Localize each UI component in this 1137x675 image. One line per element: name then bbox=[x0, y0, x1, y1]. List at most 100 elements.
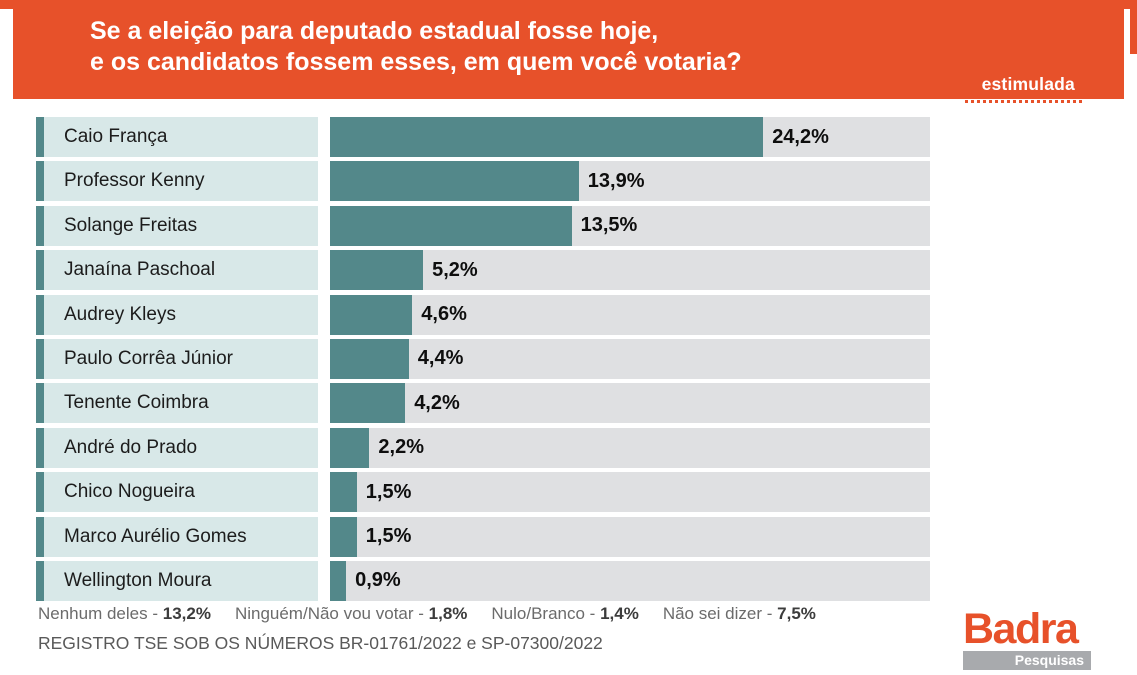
candidate-label: André do Prado bbox=[44, 427, 318, 468]
chart-row: Wellington Moura 0,9% bbox=[36, 560, 930, 601]
page-title-line2: e os candidatos fossem esses, em quem vo… bbox=[90, 48, 742, 76]
chart-row: Marco Aurélio Gomes 1,5% bbox=[36, 516, 930, 557]
bar bbox=[330, 294, 413, 335]
chart-row: Audrey Kleys 4,6% bbox=[36, 294, 930, 335]
candidate-label: Wellington Moura bbox=[44, 560, 318, 601]
row-accent-bar bbox=[36, 516, 44, 557]
bar-track: 1,5% bbox=[330, 516, 930, 557]
candidate-label: Caio França bbox=[44, 117, 318, 157]
row-accent-bar bbox=[36, 338, 44, 379]
page-title: Se a eleição para deputado estadual foss… bbox=[13, 0, 1124, 78]
bar-track: 0,9% bbox=[330, 560, 930, 601]
chart-row: Professor Kenny 13,9% bbox=[36, 161, 930, 202]
bar-value-label: 4,2% bbox=[414, 391, 460, 414]
bar bbox=[330, 427, 370, 468]
row-accent-bar bbox=[36, 161, 44, 202]
row-spacer bbox=[318, 517, 330, 557]
bar bbox=[330, 117, 764, 157]
stat-label: Ninguém/Não vou votar - bbox=[234, 604, 429, 623]
stat-label: Nenhum deles - bbox=[38, 604, 163, 623]
chart-row: Paulo Corrêa Júnior 4,4% bbox=[36, 338, 930, 379]
chart-row: Janaína Paschoal 5,2% bbox=[36, 250, 930, 291]
stimulated-tag: estimulada bbox=[981, 74, 1075, 94]
footer-stat-item: Nenhum deles - 13,2% bbox=[38, 604, 211, 624]
logo-tagline: Pesquisas bbox=[963, 651, 1091, 670]
bar bbox=[330, 161, 579, 202]
bar-track: 13,9% bbox=[330, 161, 930, 202]
bar-value-label: 4,6% bbox=[421, 303, 467, 326]
row-spacer bbox=[318, 561, 330, 601]
row-spacer bbox=[318, 206, 330, 246]
bar bbox=[330, 516, 357, 557]
bar bbox=[330, 338, 409, 379]
candidate-label: Audrey Kleys bbox=[44, 294, 318, 335]
bar-value-label: 1,5% bbox=[365, 525, 412, 548]
bar-value-label: 4,4% bbox=[417, 347, 464, 370]
candidate-label: Solange Freitas bbox=[44, 205, 318, 246]
bar-value-label: 2,2% bbox=[378, 436, 424, 459]
candidate-label: Marco Aurélio Gomes bbox=[44, 516, 318, 557]
candidate-label: Tenente Coimbra bbox=[44, 383, 318, 424]
footer-stats: Nenhum deles - 13,2% Ninguém/Não vou vot… bbox=[38, 604, 816, 624]
footer-stat-item: Ninguém/Não vou votar - 1,8% bbox=[235, 604, 467, 624]
stat-value: 1,4% bbox=[600, 604, 639, 623]
chart-row: Tenente Coimbra 4,2% bbox=[36, 383, 930, 424]
candidate-label: Paulo Corrêa Júnior bbox=[44, 338, 318, 379]
row-accent-bar bbox=[36, 294, 44, 335]
stat-value: 13,2% bbox=[162, 604, 211, 623]
page-title-line1: Se a eleição para deputado estadual foss… bbox=[90, 17, 659, 45]
bar-track: 4,2% bbox=[330, 383, 930, 424]
logo-brand-text: Badra bbox=[963, 605, 1079, 653]
bar-track: 24,2% bbox=[330, 117, 930, 157]
row-spacer bbox=[318, 295, 330, 335]
bar bbox=[330, 472, 357, 513]
stat-value: 1,8% bbox=[428, 604, 468, 623]
row-accent-bar bbox=[36, 117, 44, 157]
row-spacer bbox=[318, 339, 330, 379]
chart-row: Caio França 24,2% bbox=[36, 117, 930, 157]
row-spacer bbox=[318, 161, 330, 201]
bar bbox=[330, 560, 347, 601]
header-banner: Se a eleição para deputado estadual foss… bbox=[13, 0, 1124, 99]
bar-track: 1,5% bbox=[330, 472, 930, 513]
row-spacer bbox=[318, 250, 330, 290]
footer-stat-item: Nulo/Branco - 1,4% bbox=[491, 604, 638, 624]
row-spacer bbox=[318, 472, 330, 512]
bar bbox=[330, 250, 424, 291]
chart-row: Chico Nogueira 1,5% bbox=[36, 472, 930, 513]
candidate-label: Chico Nogueira bbox=[44, 472, 318, 513]
row-spacer bbox=[318, 383, 330, 423]
header-right-strip bbox=[1130, 0, 1137, 54]
stat-label: Não sei dizer - bbox=[662, 604, 778, 623]
badra-logo: Badra Pesquisas bbox=[963, 607, 1094, 670]
bar-value-label: 0,9% bbox=[355, 569, 401, 592]
candidate-label: Professor Kenny bbox=[44, 161, 318, 202]
row-accent-bar bbox=[36, 560, 44, 601]
bar-track: 5,2% bbox=[330, 250, 930, 291]
row-accent-bar bbox=[36, 472, 44, 513]
row-accent-bar bbox=[36, 427, 44, 468]
bar-value-label: 13,5% bbox=[580, 214, 638, 237]
row-accent-bar bbox=[36, 250, 44, 291]
bar-value-label: 5,2% bbox=[432, 258, 478, 281]
chart-rows: Caio França 24,2% Professor Kenny 13,9% … bbox=[36, 117, 930, 601]
bar-value-label: 1,5% bbox=[365, 480, 412, 503]
bar-track: 2,2% bbox=[330, 427, 930, 468]
bar bbox=[330, 383, 406, 424]
row-spacer bbox=[318, 428, 330, 468]
stat-value: 7,5% bbox=[777, 604, 816, 623]
bar bbox=[330, 205, 572, 246]
stat-label: Nulo/Branco - bbox=[491, 604, 601, 623]
bar-value-label: 13,9% bbox=[587, 169, 645, 192]
candidate-label: Janaína Paschoal bbox=[44, 250, 318, 291]
row-accent-bar bbox=[36, 205, 44, 246]
bar-track: 4,6% bbox=[330, 294, 930, 335]
chart-row: André do Prado 2,2% bbox=[36, 427, 930, 468]
row-spacer bbox=[318, 117, 330, 157]
footer-stat-item: Não sei dizer - 7,5% bbox=[663, 604, 816, 624]
tse-registry-line: REGISTRO TSE SOB OS NÚMEROS BR-01761/202… bbox=[38, 633, 603, 653]
bar-track: 13,5% bbox=[330, 205, 930, 246]
dotted-underline bbox=[965, 100, 1082, 103]
row-accent-bar bbox=[36, 383, 44, 424]
bar-value-label: 24,2% bbox=[772, 125, 829, 148]
